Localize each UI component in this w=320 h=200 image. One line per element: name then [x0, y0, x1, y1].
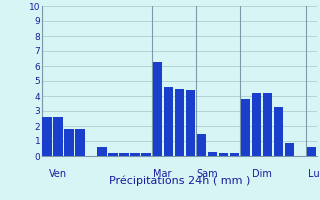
Bar	[43, 117, 52, 156]
Bar	[307, 147, 316, 156]
Bar	[229, 153, 239, 156]
Text: Sam: Sam	[196, 169, 218, 179]
Bar	[131, 153, 140, 156]
Text: Lun: Lun	[308, 169, 320, 179]
Bar	[141, 153, 151, 156]
Bar	[274, 106, 283, 156]
Bar	[64, 129, 74, 156]
Bar	[164, 87, 173, 156]
Bar	[263, 93, 272, 156]
X-axis label: Précipitations 24h ( mm ): Précipitations 24h ( mm )	[108, 175, 250, 186]
Bar	[108, 153, 118, 156]
Bar	[98, 147, 107, 156]
Bar	[76, 129, 85, 156]
Bar	[219, 153, 228, 156]
Text: Mar: Mar	[153, 169, 172, 179]
Bar	[153, 62, 162, 156]
Text: Ven: Ven	[49, 169, 67, 179]
Bar	[208, 152, 217, 156]
Bar	[174, 88, 184, 156]
Text: Dim: Dim	[252, 169, 272, 179]
Bar	[196, 134, 206, 156]
Bar	[284, 142, 294, 156]
Bar	[186, 90, 195, 156]
Bar	[53, 117, 63, 156]
Bar	[241, 99, 250, 156]
Bar	[119, 153, 129, 156]
Bar	[252, 93, 261, 156]
